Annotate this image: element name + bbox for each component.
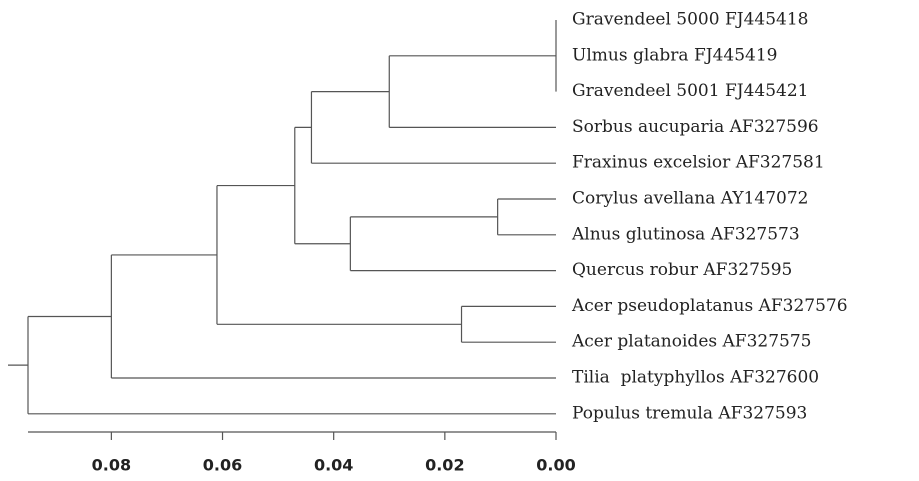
leaf-label: Ulmus glabra FJ445419 <box>572 45 777 65</box>
leaf-label: Corylus avellana AY147072 <box>572 189 809 209</box>
leaf-label: Sorbus aucuparia AF327596 <box>572 117 819 137</box>
leaf-label: Gravendeel 5000 FJ445418 <box>572 10 808 30</box>
leaf-label: Alnus glutinosa AF327573 <box>571 224 800 244</box>
x-tick-label: 0.06 <box>203 456 242 475</box>
x-tick-label: 0.02 <box>425 456 464 475</box>
x-tick-label: 0.04 <box>314 456 353 475</box>
leaf-label: Acer platanoides AF327575 <box>571 332 811 352</box>
leaf-label: Acer pseudoplatanus AF327576 <box>571 296 848 316</box>
leaf-label: Gravendeel 5001 FJ445421 <box>572 81 808 101</box>
leaf-label: Quercus robur AF327595 <box>572 260 792 280</box>
leaf-label: Fraxinus excelsior AF327581 <box>572 153 825 173</box>
leaf-label: Tilia platyphyllos AF327600 <box>572 368 819 388</box>
leaf-label: Populus tremula AF327593 <box>572 403 807 423</box>
x-tick-label: 0.08 <box>92 456 131 475</box>
x-tick-label: 0.00 <box>536 456 575 475</box>
